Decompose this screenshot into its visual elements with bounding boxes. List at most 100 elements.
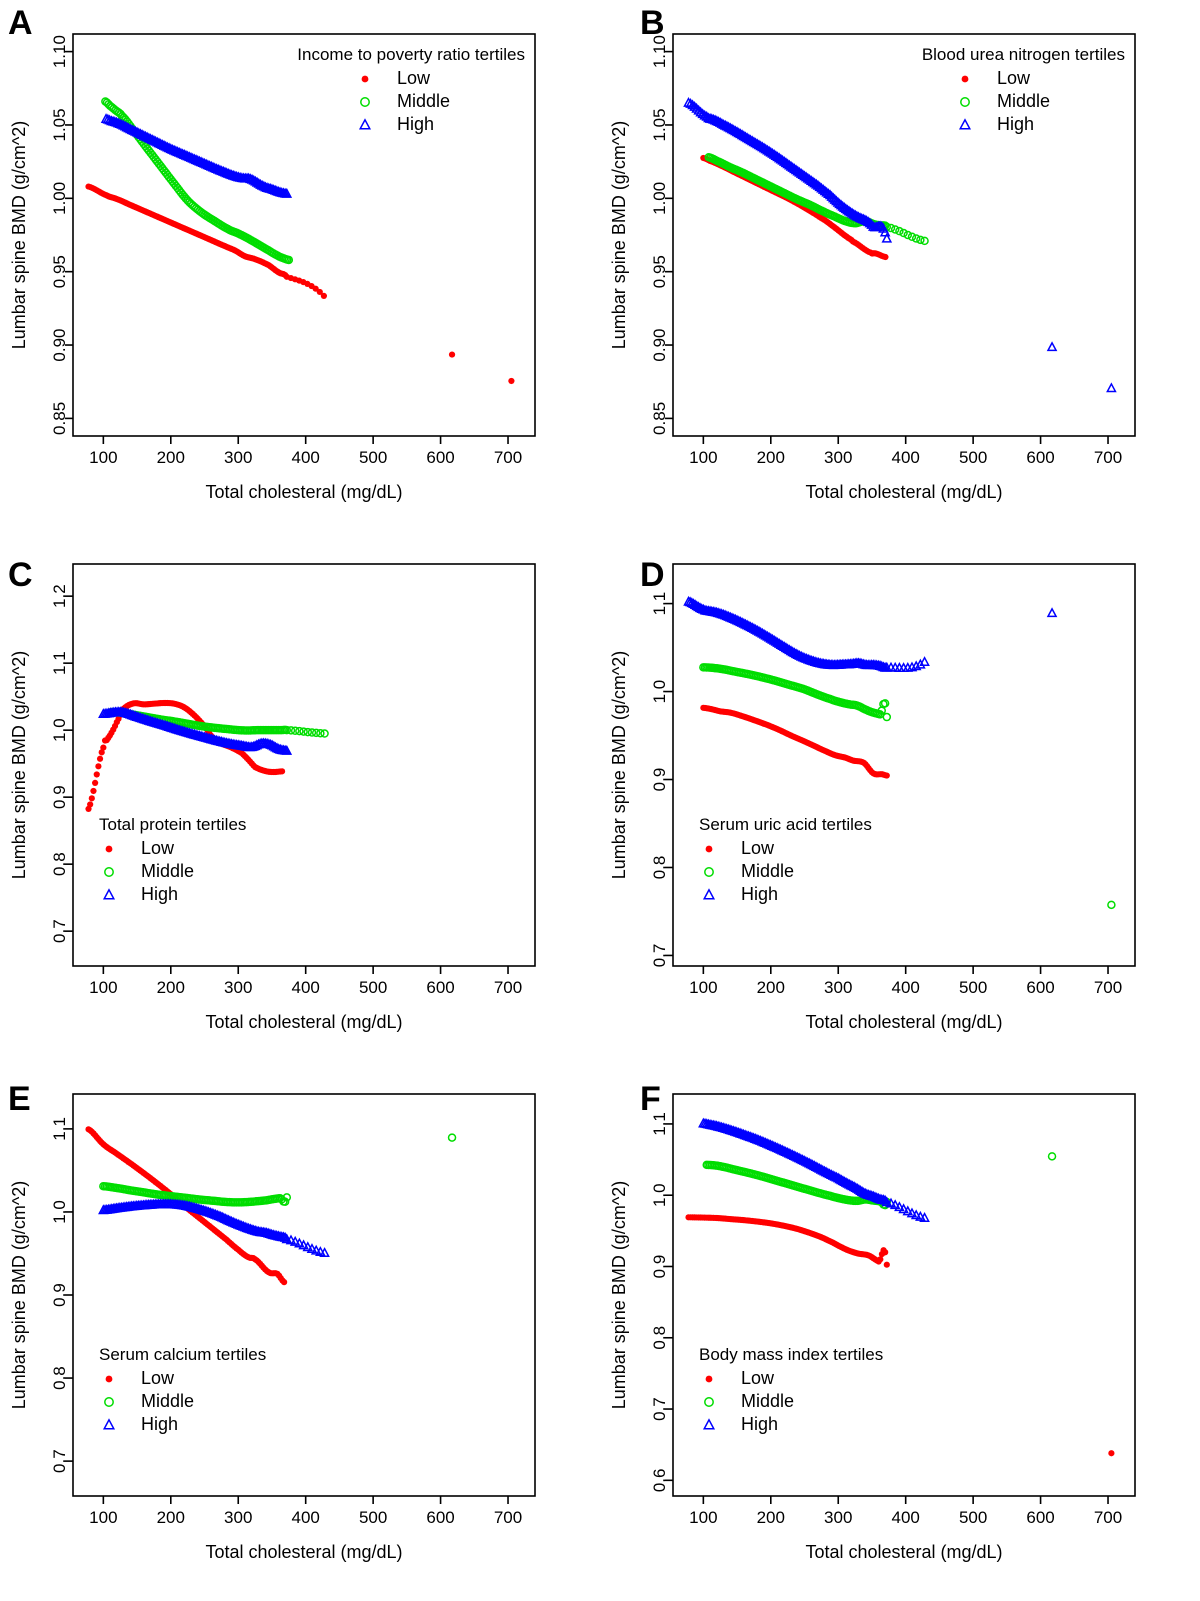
legend-label-middle: Middle (741, 1391, 794, 1411)
panel-letter-b: B (640, 4, 665, 42)
x-tick-label: 700 (1094, 448, 1122, 467)
y-axis-ticks: 0.7 0.8 0.9 1.0 1.1 (50, 1117, 73, 1473)
x-axis-ticks: 100 200 300 400 500 600 700 (89, 1496, 522, 1527)
x-axis-ticks: 100 200 300 400 500 600 700 (689, 436, 1122, 467)
x-tick-label: 200 (157, 1508, 185, 1527)
legend-c: Total protein tertiles Low Middle High (99, 815, 246, 904)
x-tick-label: 700 (494, 978, 522, 997)
y-tick-label: 1.05 (50, 108, 69, 141)
y-tick-label: 0.8 (650, 856, 669, 880)
x-tick-label: 300 (824, 1508, 852, 1527)
legend-label-high: High (397, 114, 434, 134)
x-tick-label: 300 (224, 978, 252, 997)
legend-label-low: Low (397, 68, 431, 88)
x-tick-label: 400 (891, 978, 919, 997)
series-middle (699, 663, 1116, 910)
y-axis-ticks: 0.85 0.90 0.95 1.00 1.05 1.10 (650, 35, 673, 435)
series-low (85, 183, 515, 385)
x-tick-label: 500 (959, 1508, 987, 1527)
y-axis-ticks: 0.6 0.7 0.8 0.9 1.0 1.1 (650, 1112, 673, 1492)
legend-label-low: Low (141, 838, 175, 858)
x-axis-title: Total cholesteral (mg/dL) (205, 1012, 402, 1032)
x-tick-label: 500 (959, 448, 987, 467)
plot-area-b: 100 200 300 400 500 600 700 0.85 0.90 0.95 1.00 1.0… (609, 33, 1136, 502)
y-tick-label: 1.00 (50, 182, 69, 215)
legend-title: Income to poverty ratio tertiles (297, 45, 525, 64)
legend-label-high: High (741, 1414, 778, 1434)
x-tick-label: 200 (757, 978, 785, 997)
panel-c: C 100 200 300 400 500 600 700 0.7 0.8 0.9 1.0 1.1 1.2… (0, 530, 600, 1060)
legend-title: Serum calcium tertiles (99, 1345, 266, 1364)
y-tick-label: 1.05 (650, 108, 669, 141)
panel-letter-f: F (640, 1080, 661, 1118)
data-points (683, 96, 1117, 393)
series-high (98, 1198, 330, 1257)
x-tick-label: 700 (494, 448, 522, 467)
x-tick-label: 600 (1026, 1508, 1054, 1527)
y-tick-label: 0.8 (50, 852, 69, 876)
series-low (700, 704, 890, 779)
data-points (683, 595, 1116, 910)
legend-a: Income to poverty ratio tertiles Low Middl… (297, 45, 525, 134)
x-tick-label: 200 (757, 448, 785, 467)
x-tick-label: 400 (891, 448, 919, 467)
series-high (698, 1117, 930, 1222)
y-tick-label: 0.85 (650, 402, 669, 435)
y-tick-label: 1.0 (650, 680, 669, 704)
y-tick-label: 0.8 (50, 1366, 69, 1390)
x-axis-title: Total cholesteral (mg/dL) (805, 482, 1002, 502)
x-tick-label: 600 (426, 978, 454, 997)
y-tick-label: 0.95 (50, 255, 69, 288)
series-middle (101, 97, 294, 265)
x-tick-label: 300 (824, 978, 852, 997)
plot-area-c: 100 200 300 400 500 600 700 0.7 0.8 0.9 1.0 1.1 1.2 T… (9, 563, 536, 1032)
x-axis-ticks: 100 200 300 400 500 600 700 (689, 966, 1122, 997)
legend-f: Body mass index tertiles Low Middle High (699, 1345, 883, 1434)
data-points (685, 1117, 1115, 1457)
x-tick-label: 500 (359, 1508, 387, 1527)
legend-label-middle: Middle (141, 861, 194, 881)
series-low (685, 1214, 1115, 1457)
x-axis-title: Total cholesteral (mg/dL) (805, 1012, 1002, 1032)
y-tick-label: 1.0 (50, 1200, 69, 1224)
y-tick-label: 1.0 (50, 718, 69, 742)
y-tick-label: 0.7 (50, 919, 69, 943)
plot-area-d: 100 200 300 400 500 600 700 0.7 0.8 0.9 1.0 1.1 Tota… (609, 563, 1136, 1032)
series-low (85, 699, 286, 812)
y-axis-title: Lumbar spine BMD (g/cm^2) (609, 121, 629, 350)
panel-b: B 100 200 300 400 500 600 700 0.85 0.90 0.95 1.00 1.… (600, 0, 1200, 520)
series-high (683, 595, 1058, 673)
legend-title: Serum uric acid tertiles (699, 815, 872, 834)
panel-d: D 100 200 300 400 500 600 700 0.7 0.8 0.9 1.0 1.1 Tot… (600, 530, 1200, 1060)
y-axis-title: Lumbar spine BMD (g/cm^2) (609, 651, 629, 880)
x-tick-label: 600 (1026, 448, 1054, 467)
panel-letter-e: E (8, 1080, 31, 1118)
x-axis-title: Total cholesteral (mg/dL) (805, 1542, 1002, 1562)
y-tick-label: 1.1 (50, 1117, 69, 1141)
x-tick-label: 200 (757, 1508, 785, 1527)
y-axis-title: Lumbar spine BMD (g/cm^2) (9, 1181, 29, 1410)
y-tick-label: 0.9 (50, 785, 69, 809)
x-tick-label: 100 (689, 1508, 717, 1527)
y-tick-label: 0.7 (650, 1397, 669, 1421)
plot-frame (672, 33, 1136, 437)
panel-e: E 100 200 300 400 500 600 700 0.7 0.8 0.9 1.0 1.1 Tot… (0, 1060, 600, 1601)
x-axis-ticks: 100 200 300 400 500 600 700 (689, 1496, 1122, 1527)
y-tick-label: 0.9 (50, 1283, 69, 1307)
plot-area-a: 100 200 300 400 500 600 700 0.85 0.90 0.95 1.00 1.0… (9, 33, 536, 502)
x-tick-label: 600 (1026, 978, 1054, 997)
legend-label-middle: Middle (997, 91, 1050, 111)
y-tick-label: 0.85 (50, 402, 69, 435)
x-tick-label: 400 (291, 448, 319, 467)
legend-label-low: Low (741, 1368, 775, 1388)
panel-letter-c: C (8, 556, 33, 594)
plot-frame (672, 563, 1136, 967)
x-tick-label: 700 (1094, 978, 1122, 997)
x-axis-title: Total cholesteral (mg/dL) (205, 482, 402, 502)
y-tick-label: 1.00 (650, 182, 669, 215)
legend-label-high: High (141, 884, 178, 904)
plot-area-f: 100 200 300 400 500 600 700 0.6 0.7 0.8 0.9 1.0 1.1 T… (609, 1093, 1136, 1562)
x-tick-label: 400 (291, 1508, 319, 1527)
y-tick-label: 0.7 (650, 944, 669, 968)
